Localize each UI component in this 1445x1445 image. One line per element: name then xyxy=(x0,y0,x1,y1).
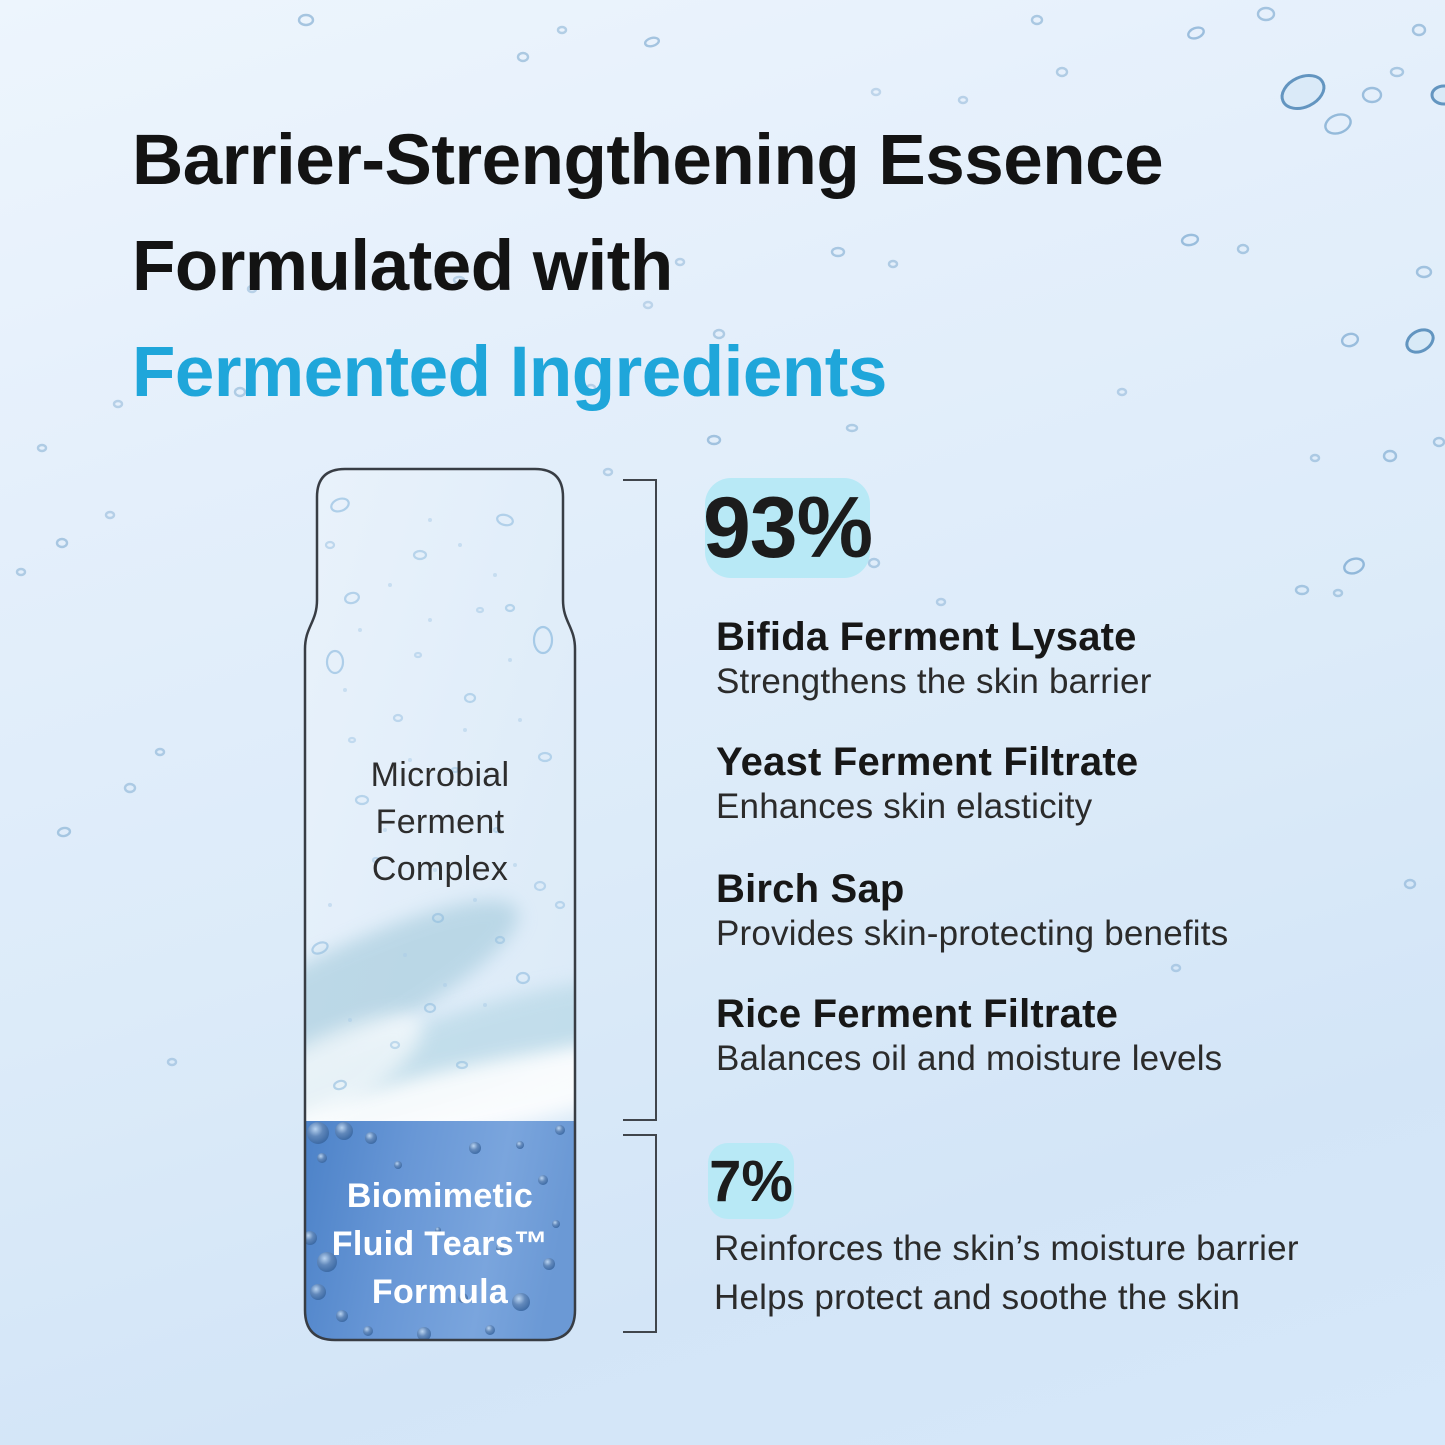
ingredient-benefit: Balances oil and moisture levels xyxy=(716,1039,1223,1078)
ingredient-item: Yeast Ferment Filtrate Enhances skin ela… xyxy=(716,738,1138,830)
sachet-outline xyxy=(303,467,577,1342)
fluid-tears-label: Biomimetic Fluid Tears™ Formula xyxy=(331,1177,549,1311)
ingredient-item: Bifida Ferment Lysate Strengthens the sk… xyxy=(716,613,1152,705)
water-droplets-decor xyxy=(15,6,1445,1067)
ingredient-name: Rice Ferment Filtrate xyxy=(716,992,1119,1036)
ingredient-name: Bifida Ferment Lysate xyxy=(716,615,1137,659)
title-line-2: Formulated with xyxy=(132,227,673,306)
secondary-benefit-line: Reinforces the skin’s moisture barrier xyxy=(714,1229,1299,1268)
ingredient-item: Rice Ferment Filtrate Balances oil and m… xyxy=(716,990,1222,1082)
bracket-93-percent xyxy=(623,479,657,1121)
ingredient-name: Yeast Ferment Filtrate xyxy=(716,740,1139,784)
ingredient-benefit: Enhances skin elasticity xyxy=(716,787,1093,826)
bracket-7-percent xyxy=(623,1134,657,1333)
formula-bubbles-decor xyxy=(305,1122,565,1340)
title-line-accent: Fermented Ingredients xyxy=(132,333,887,412)
secondary-benefit-line: Helps protect and soothe the skin xyxy=(714,1278,1241,1317)
sachet-illustration xyxy=(303,467,577,1342)
ingredient-item: Birch Sap Provides skin-protecting benef… xyxy=(716,865,1228,957)
microbial-complex-label: Microbial Ferment Complex xyxy=(370,756,510,888)
gel-bubbles-decor xyxy=(311,497,566,1091)
ingredient-benefit: Strengthens the skin barrier xyxy=(716,662,1152,701)
page-title: Barrier-Strengthening Essence Formulated… xyxy=(132,108,1164,426)
ingredient-name: Birch Sap xyxy=(716,867,905,911)
secondary-benefits: Reinforces the skin’s moisture barrier H… xyxy=(714,1224,1299,1322)
percent-93-badge: 93% xyxy=(703,478,873,578)
percent-7-badge: 7% xyxy=(708,1143,794,1219)
title-line-1: Barrier-Strengthening Essence xyxy=(132,121,1164,200)
ingredient-benefit: Provides skin-protecting benefits xyxy=(716,914,1229,953)
